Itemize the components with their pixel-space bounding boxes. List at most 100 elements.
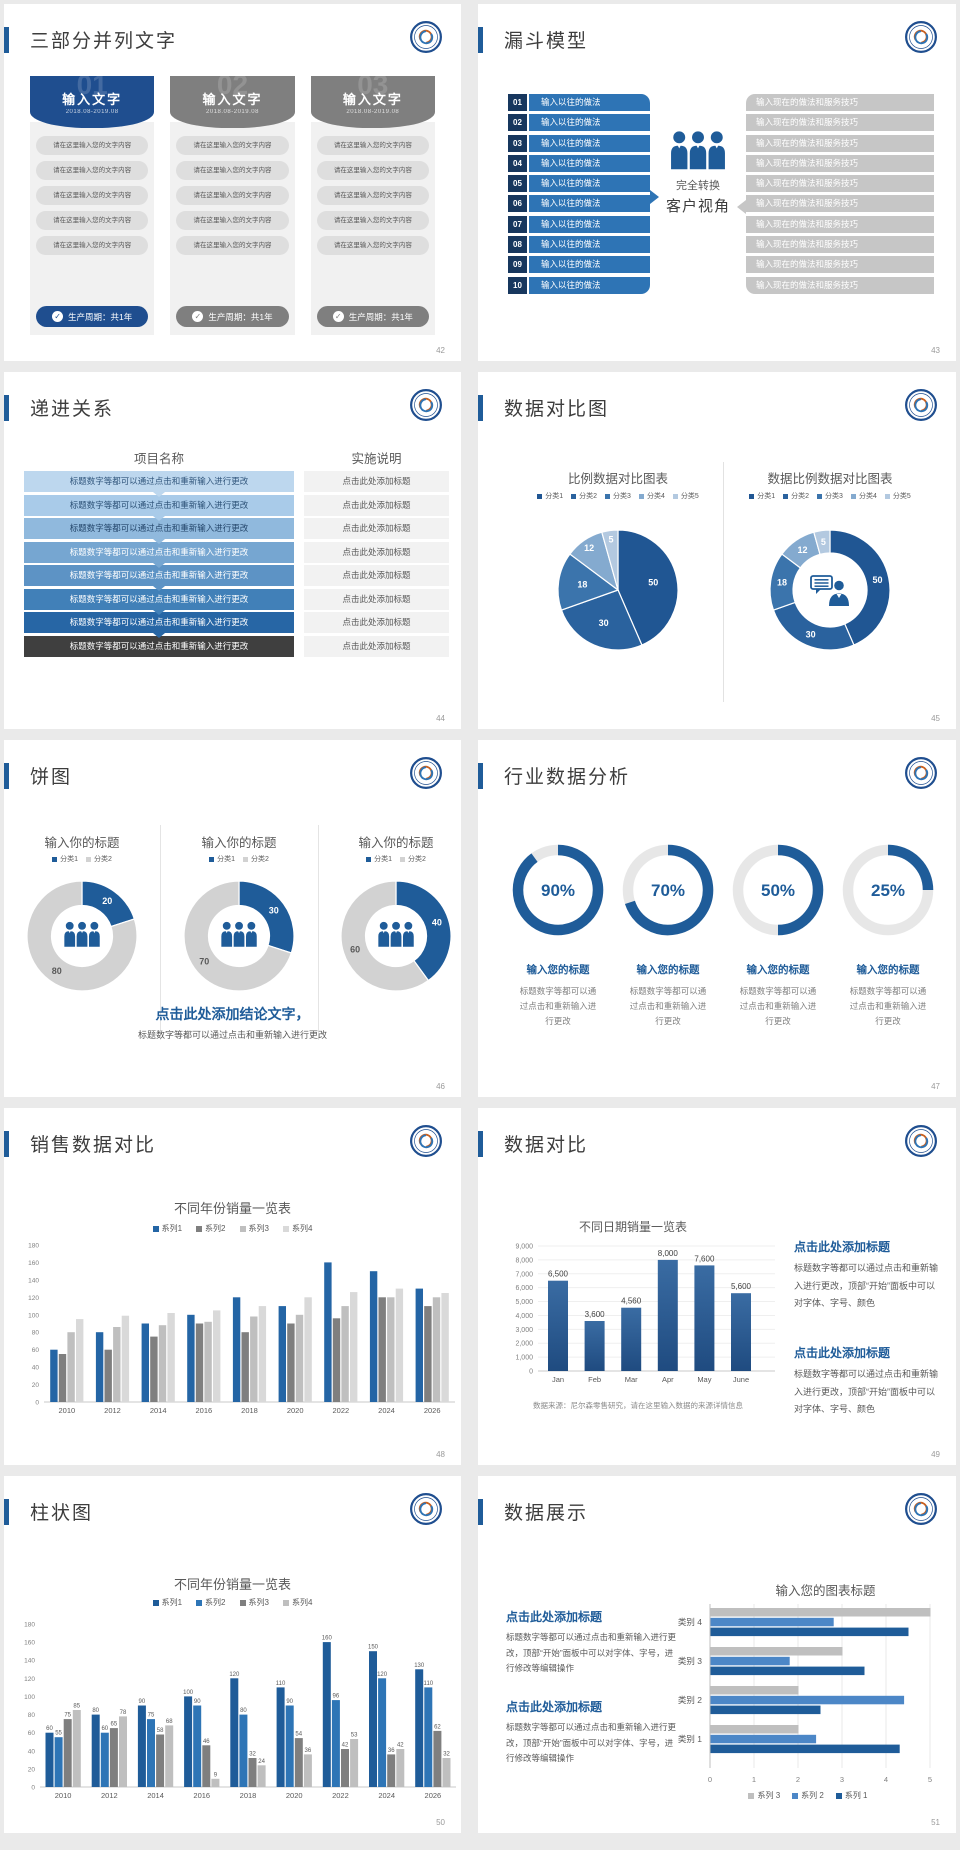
text-block-body: 标题数字等都可以通过点击和重新输入进行更改，顶部“开始”面板中可以对字体、字号，…: [506, 1632, 677, 1674]
accent-bar: [4, 27, 9, 53]
funnel-left-bar: 输入以往的做法: [529, 215, 650, 233]
slide-51-thumbnail[interactable]: 数据展示 点击此处添加标题 标题数字等都可以通过点击和重新输入进行更改，顶部“开始…: [478, 1476, 956, 1833]
legend-marker: [196, 1599, 203, 1606]
funnel-right-bar: 输入现在的做法和服务技巧: [746, 195, 934, 213]
progress-row-name: 标题数字等都可以通过点击和重新输入进行更改: [24, 518, 294, 544]
slide-47-thumbnail[interactable]: 行业数据分析 90% 输入您的标题 标题数字等都可以通过点击和重新输入进行更改 70%…: [478, 740, 956, 1097]
svg-text:40: 40: [432, 918, 442, 928]
svg-text:120: 120: [377, 1672, 388, 1678]
slide-45-thumbnail[interactable]: 数据对比图 比例数据对比图表 分类1 分类2 分类3 分类4 分类5 50 30 18 12 5 数据…: [478, 372, 956, 729]
svg-text:160: 160: [24, 1640, 35, 1647]
svg-text:90: 90: [194, 1699, 201, 1705]
slide-44-thumbnail[interactable]: 递进关系 项目名称 实施说明 标题数字等都可以通过点击和重新输入进行更改 点击此处添加…: [4, 372, 461, 729]
svg-text:5,000: 5,000: [515, 1299, 533, 1306]
chart-title: 输入你的标题: [201, 836, 277, 850]
legend-marker: [672, 493, 678, 499]
progress-row-desc: 点击此处添加标题: [304, 635, 449, 657]
svg-text:类别 3: 类别 3: [678, 1656, 702, 1666]
people-icon: [64, 921, 100, 947]
chart-title: 不同年份销量一览表: [173, 1201, 291, 1216]
slide-42-thumbnail[interactable]: 三部分并列文字 01 输入文字 2018.08-2019.08 请在这里输入您的文字内…: [4, 4, 461, 361]
slide-49-thumbnail[interactable]: 数据对比 不同日期销量一览表 0 1,000 2,000 3,000 4,000 5,000…: [478, 1108, 956, 1465]
brand-logo-icon: [905, 1125, 937, 1157]
funnel-left-row: 02 输入以往的做法: [508, 114, 650, 132]
funnel-right-bar: 输入现在的做法和服务技巧: [746, 134, 934, 152]
svg-text:50%: 50%: [761, 881, 795, 900]
svg-text:2016: 2016: [193, 1791, 210, 1800]
legend-label: 分类1: [374, 856, 392, 863]
svg-text:100: 100: [28, 1312, 39, 1319]
slide-50-thumbnail[interactable]: 柱状图 不同年份销量一览表 系列1 系列2 系列3 系列4 0 20 40 60 80 100 120…: [4, 1476, 461, 1833]
slide-43-thumbnail[interactable]: 漏斗模型 01 输入以往的做法 02 输入以往的做法 03 输入以往的做法 04 输入以往的做…: [478, 4, 956, 361]
svg-text:4,560: 4,560: [621, 1297, 642, 1306]
svg-text:36: 36: [305, 1748, 312, 1754]
placeholder-pill: 请在这里输入您的文字内容: [176, 161, 289, 180]
slide-title: 递进关系: [30, 399, 115, 420]
placeholder-pill: 请在这里输入您的文字内容: [36, 136, 149, 155]
legend-marker: [748, 1792, 755, 1799]
funnel-left-bar: 输入以往的做法: [529, 94, 650, 111]
legend-item: 系列3: [239, 1223, 269, 1234]
svg-text:Mar: Mar: [625, 1375, 638, 1384]
gauge-title: 输入您的标题: [856, 964, 920, 976]
svg-text:2020: 2020: [286, 1791, 303, 1800]
check-icon: ✓: [192, 311, 204, 322]
divider: [723, 462, 724, 702]
legend-item: 系列 1: [835, 1790, 868, 1801]
svg-text:2018: 2018: [241, 1406, 258, 1415]
legend-item: 分类2: [86, 854, 112, 864]
legend-item: 分类4: [850, 491, 877, 501]
chart-legend: 系列 3 系列 2 系列 1: [678, 1790, 938, 1801]
legend-label: 分类4: [646, 493, 665, 500]
svg-text:70%: 70%: [651, 881, 685, 900]
text-block-title: 点击此处添加标题: [506, 1700, 603, 1714]
svg-text:June: June: [733, 1375, 749, 1384]
svg-text:65: 65: [111, 1722, 118, 1728]
funnel-left-pointer: [650, 190, 659, 204]
chart-title: 输入你的标题: [358, 836, 434, 850]
legend-marker: [638, 493, 644, 499]
slide-48-thumbnail[interactable]: 销售数据对比 不同年份销量一览表 系列1 系列2 系列3 系列4 0 20 40 60 80 100…: [4, 1108, 461, 1465]
svg-text:2012: 2012: [104, 1406, 121, 1415]
conclusion-text: 标题数字等都可以通过点击和重新输入进行更改: [137, 1030, 327, 1040]
legend-item: 分类1: [209, 854, 235, 864]
consultant-icon: [810, 575, 849, 606]
legend-item: 分类1: [537, 491, 563, 501]
chart-legend: 分类1 分类2: [169, 854, 309, 864]
progress-row-name: 标题数字等都可以通过点击和重新输入进行更改: [24, 541, 294, 568]
slide-title: 柱状图: [30, 1503, 94, 1524]
funnel-right-bar: 输入现在的做法和服务技巧: [746, 154, 934, 172]
column-date-label: 2018.08-2019.08: [65, 109, 119, 115]
legend-item: 分类1: [749, 491, 775, 501]
brand-logo-icon: [410, 1493, 442, 1525]
legend-label: 分类4: [858, 493, 877, 500]
legend-label: 分类2: [579, 493, 598, 500]
column-header-label: 输入文字: [62, 92, 123, 107]
people-icon: [671, 131, 725, 170]
svg-text:180: 180: [24, 1622, 35, 1629]
svg-text:5: 5: [609, 534, 614, 544]
slide-46-thumbnail[interactable]: 饼图 输入你的标题 分类1 分类2 20 80 输入你的标题 分类1 分类2 30 70 输入你的标…: [4, 740, 461, 1097]
bar-chart: 0 20 40 60 80 100 120 140 160 180 2010 2012 2014 2016…: [28, 1243, 455, 1415]
svg-text:78: 78: [120, 1710, 127, 1716]
text-block-body: 标题数字等都可以通过点击和重新输入进行更改，顶部“开始”面板中可以对字体、字号、…: [794, 1369, 939, 1415]
svg-text:160: 160: [322, 1636, 333, 1642]
row-chevron: [153, 609, 165, 615]
legend-label: 分类3: [825, 493, 843, 500]
svg-text:Jan: Jan: [552, 1375, 564, 1384]
chart-legend: 分类1 分类2: [12, 854, 152, 864]
funnel-number-badge: 08: [508, 236, 527, 254]
text-block-title: 点击此处添加标题: [794, 1240, 891, 1254]
svg-text:30: 30: [269, 906, 279, 916]
conclusion-title: 点击此处添加结论文字，: [155, 1006, 310, 1022]
legend-item: 系列4: [282, 1597, 312, 1608]
svg-text:18: 18: [577, 580, 587, 590]
legend-label: 分类1: [60, 856, 78, 863]
brand-logo-icon: [905, 1493, 937, 1525]
placeholder-pill: 请在这里输入您的文字内容: [176, 136, 289, 155]
chart-legend: 分类1 分类2: [326, 854, 466, 864]
svg-text:1,000: 1,000: [515, 1355, 533, 1362]
svg-text:80: 80: [52, 966, 62, 976]
legend-label: 分类2: [791, 493, 810, 500]
legend-marker: [243, 856, 248, 862]
